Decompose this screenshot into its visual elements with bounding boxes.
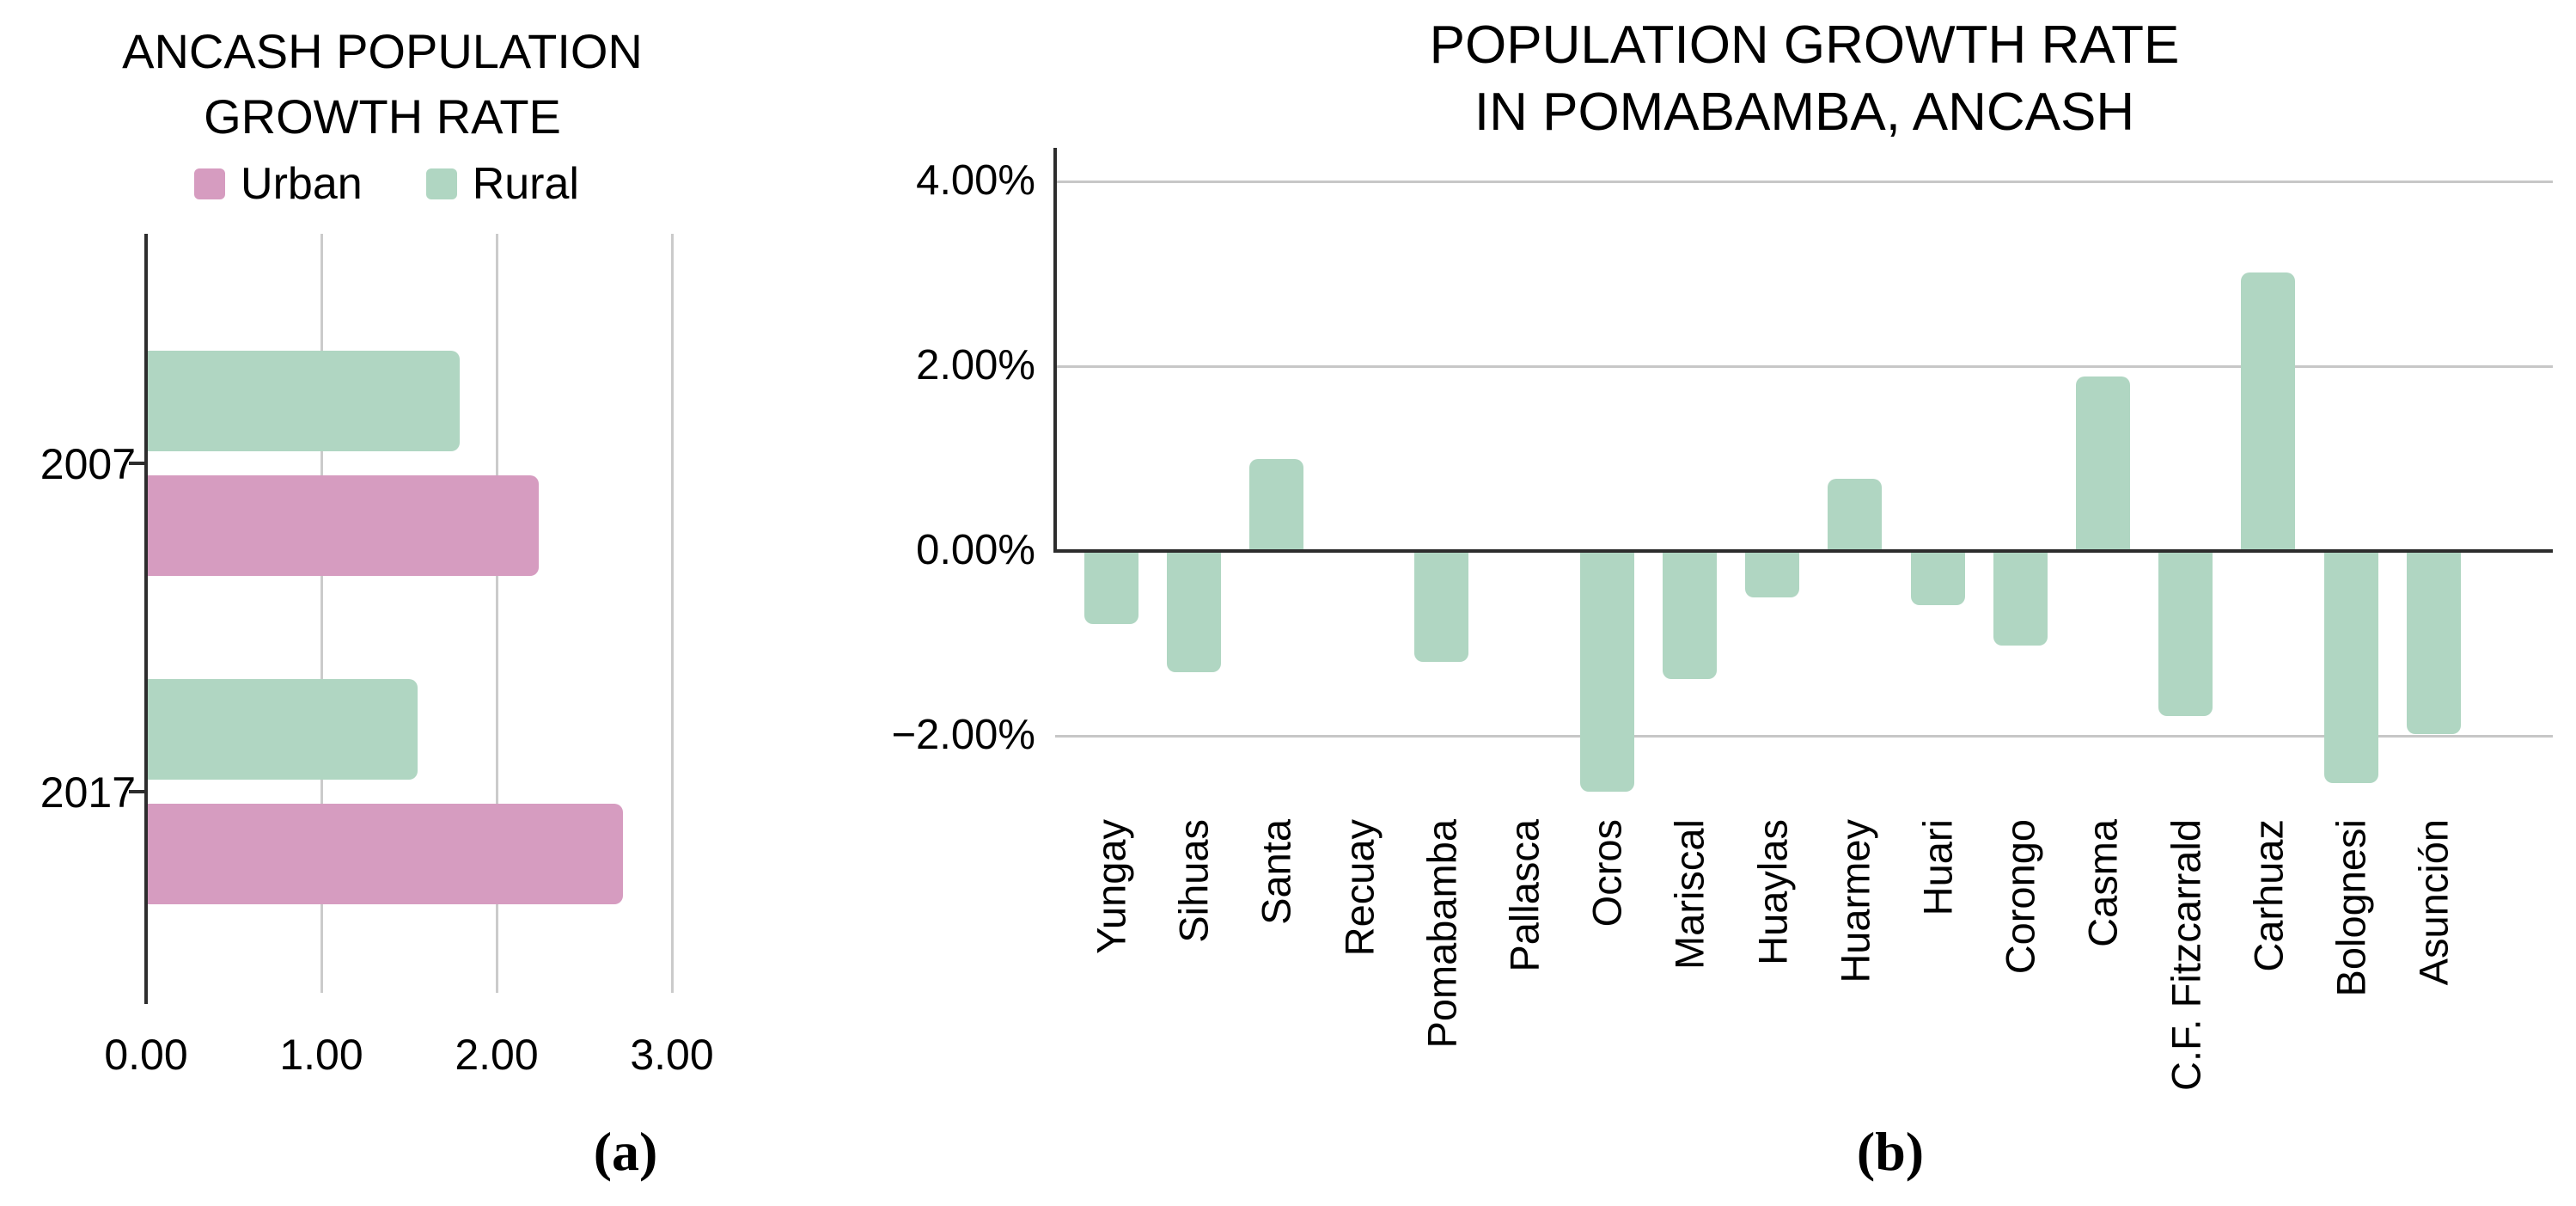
chart-b-x-label: Carhuaz xyxy=(2245,819,2292,972)
chart-b-baseline xyxy=(1055,549,2553,553)
chart-b-x-label: Corongo xyxy=(1997,819,2043,975)
chart-b-bar-corongo xyxy=(1993,553,2048,646)
caption-a: (a) xyxy=(593,1121,658,1182)
legend-label-urban: Urban xyxy=(241,159,363,209)
chart-a-x-tick-label: 1.00 xyxy=(279,1031,363,1079)
chart-b-gridline xyxy=(1055,181,2553,183)
chart-b-x-label: Ocros xyxy=(1584,819,1630,927)
chart-b-x-label: Recuay xyxy=(1336,819,1383,957)
chart-b-x-label: Huarmey xyxy=(1832,819,1878,983)
chart-b-y-tick-label: 4.00% xyxy=(916,157,1035,204)
chart-b-title: POPULATION GROWTH RATE IN POMABAMBA, ANC… xyxy=(1160,12,2449,146)
chart-b-bar-yungay xyxy=(1084,553,1138,624)
legend-swatch-rural xyxy=(425,168,457,199)
chart-b-bar-santa xyxy=(1248,458,1303,549)
legend-swatch-urban xyxy=(194,168,226,199)
chart-a-category-tick xyxy=(129,462,146,465)
chart-b-bar-mariscal xyxy=(1662,553,1717,680)
chart-b-bar-casma xyxy=(2075,376,2130,549)
chart-b-bar-bolognesi xyxy=(2323,553,2378,783)
chart-a-gridline xyxy=(320,234,323,993)
chart-b-x-label: Asunción xyxy=(2410,819,2457,986)
chart-b-x-label: Pomabamba xyxy=(1419,819,1465,1049)
chart-a-bar-rural-2017 xyxy=(148,678,418,780)
chart-a-category-tick xyxy=(129,789,146,793)
chart-b-bar-sihuas xyxy=(1166,553,1221,672)
legend-label-rural: Rural xyxy=(472,159,579,209)
chart-b-x-label: Santa xyxy=(1253,819,1299,925)
chart-a-title-line1: ANCASH POPULATION xyxy=(122,24,643,78)
chart-b-x-label: Huaylas xyxy=(1749,819,1796,965)
chart-b-bar-huaylas xyxy=(1745,553,1800,597)
caption-b: (b) xyxy=(1856,1121,1925,1182)
chart-b-title-line1: POPULATION GROWTH RATE xyxy=(1429,15,2180,75)
chart-b-bar-huarmey xyxy=(1828,479,1883,549)
legend-item-urban: Urban xyxy=(194,158,363,210)
chart-a-x-tick-label: 0.00 xyxy=(104,1031,188,1079)
chart-a-title: ANCASH POPULATION GROWTH RATE xyxy=(82,19,683,150)
chart-b-bar-ocros xyxy=(1579,553,1634,792)
chart-a-x-tick-label: 2.00 xyxy=(455,1031,539,1079)
chart-a-bar-urban-2017 xyxy=(148,803,623,904)
chart-b-bar-huari xyxy=(1910,553,1965,606)
chart-a-category-label: 2017 xyxy=(40,768,136,817)
chart-b-gridline xyxy=(1055,735,2553,738)
chart-a-gridline xyxy=(671,234,674,993)
chart-a-title-line2: GROWTH RATE xyxy=(204,89,561,144)
chart-a-bar-rural-2007 xyxy=(148,351,460,451)
chart-b-x-label: Sihuas xyxy=(1170,819,1217,943)
chart-b-bar-asunci-n xyxy=(2406,553,2461,734)
chart-a-y-axis xyxy=(144,234,148,1004)
chart-b-title-line2: IN POMABAMBA, ANCASH xyxy=(1474,83,2135,142)
chart-b-bar-pomabamba xyxy=(1414,553,1469,662)
chart-b-x-label: Bolognesi xyxy=(2328,819,2374,997)
chart-b-bar-carhuaz xyxy=(2241,272,2296,549)
chart-b-y-tick-label: −2.00% xyxy=(891,712,1035,758)
chart-a-x-tick-label: 3.00 xyxy=(630,1031,714,1079)
chart-b-x-label: Huari xyxy=(1914,819,1961,916)
chart-b-x-label: Casma xyxy=(2079,819,2126,947)
chart-b-bar-c-f-fitzcarrald xyxy=(2158,553,2213,717)
chart-a-bar-urban-2007 xyxy=(148,475,539,576)
chart-b-x-label: C.F. Fitzcarrald xyxy=(2163,819,2209,1091)
chart-b-x-label: Mariscal xyxy=(1666,819,1712,970)
chart-b-y-tick-label: 0.00% xyxy=(916,527,1035,573)
chart-a-category-label: 2007 xyxy=(40,440,136,488)
chart-b-x-label: Yungay xyxy=(1088,819,1134,954)
chart-a-legend: Urban Rural xyxy=(86,158,687,210)
chart-b-y-tick-label: 2.00% xyxy=(916,342,1035,389)
chart-a-gridline xyxy=(496,234,498,993)
chart-b-x-label: Pallasca xyxy=(1501,819,1547,972)
legend-item-rural: Rural xyxy=(425,158,579,210)
chart-b-gridline xyxy=(1055,365,2553,368)
chart-b-y-axis xyxy=(1053,148,1057,553)
